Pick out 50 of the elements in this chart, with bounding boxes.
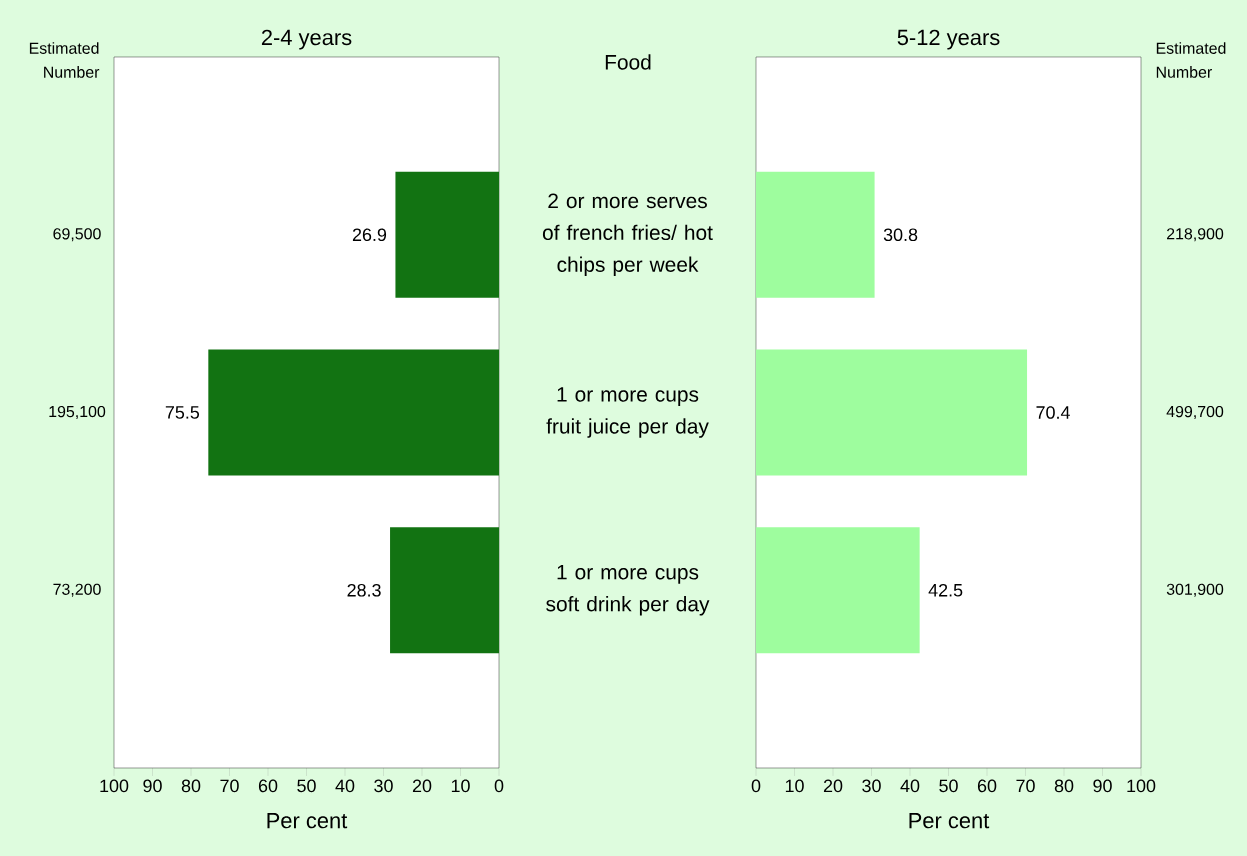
bar: [756, 527, 920, 654]
text: 301,900: [1166, 583, 1224, 597]
bar: [390, 527, 500, 654]
data-label: 75.5: [165, 406, 200, 419]
x-tick-label: 40: [335, 779, 355, 793]
data-label: 28.3: [347, 583, 381, 597]
text: Estimated Number: [29, 42, 100, 78]
y-tick-label: 1 or more cups fruit juice per day: [546, 387, 709, 438]
x-tick-label: 10: [785, 779, 804, 793]
x-tick-label: 70: [1016, 779, 1035, 793]
text: 195,100: [49, 405, 106, 420]
data-label: 42.5: [928, 583, 963, 597]
x-tick-label: 60: [258, 779, 278, 793]
bar: [395, 171, 500, 298]
data-label: 26.9: [352, 228, 387, 242]
x-tick-label: 80: [181, 779, 201, 793]
bar: [756, 349, 1028, 476]
text: 218,900: [1167, 228, 1224, 242]
y-tick-label: 2 or more serves of french fries/ hot chips per week: [542, 193, 713, 277]
x-tick-label: 30: [374, 779, 393, 793]
text: Estimated Number: [1156, 42, 1226, 78]
x-tick-label: 90: [143, 779, 162, 793]
x-tick-label: 90: [1093, 779, 1112, 793]
x-tick-label: 10: [451, 779, 470, 793]
x-axis-title: Per cent: [267, 813, 348, 829]
bar: [208, 349, 500, 476]
x-tick-label: 20: [823, 779, 843, 793]
y-axis-title: Food: [605, 54, 651, 70]
x-tick-label: 60: [977, 779, 997, 793]
x-tick-label: 0: [494, 779, 504, 793]
data-label: 70.4: [1036, 406, 1070, 419]
text: 499,700: [1166, 405, 1224, 420]
x-tick-label: 20: [412, 779, 432, 793]
x-tick-label: 40: [900, 779, 920, 793]
x-tick-label: 80: [1054, 779, 1074, 793]
x-tick-label: 100: [1127, 779, 1156, 793]
y-tick-label: 1 or more cups soft drink per day: [546, 564, 710, 616]
x-tick-label: 100: [100, 779, 129, 793]
x-axis-title: Per cent: [909, 813, 990, 829]
bar: [756, 171, 875, 298]
chart-title: 2-4 years: [261, 29, 352, 50]
text: 69,500: [53, 228, 101, 242]
chart-title: 5-12 years: [897, 29, 1000, 50]
text: 73,200: [53, 583, 101, 597]
x-tick-label: 50: [297, 779, 316, 793]
x-tick-label: 70: [220, 779, 239, 793]
x-tick-label: 30: [862, 779, 881, 793]
x-tick-label: 50: [939, 779, 958, 793]
x-tick-label: 0: [751, 779, 761, 793]
data-label: 30.8: [883, 228, 918, 242]
